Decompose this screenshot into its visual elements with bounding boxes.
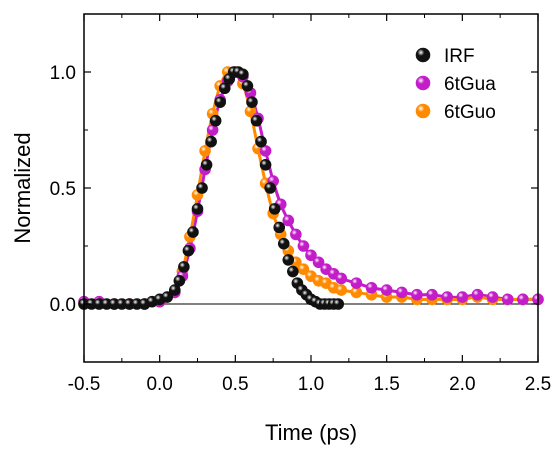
legend-label-irf: IRF	[444, 46, 475, 67]
data-point-irf	[200, 159, 213, 171]
data-point-irf	[255, 135, 267, 148]
legend-marker-irf	[415, 47, 431, 63]
data-point-6tgua	[305, 249, 317, 262]
data-point-6tgua	[365, 281, 378, 294]
data-point-irf	[250, 114, 263, 127]
data-point-irf	[205, 135, 217, 148]
data-point-irf	[273, 221, 286, 234]
data-point-6tgua	[411, 288, 423, 301]
markers-group	[78, 66, 544, 310]
y-tick-label: 0.0	[50, 295, 76, 316]
data-point-irf	[332, 298, 345, 310]
data-point-irf	[169, 284, 181, 296]
data-point-6tgua	[335, 272, 348, 285]
data-point-6tgua	[426, 288, 438, 301]
x-axis-title: Time (ps)	[265, 420, 357, 445]
legend: IRF 6tGua 6tGuo	[415, 46, 496, 123]
data-point-irf	[173, 274, 186, 287]
data-point-irf	[268, 203, 281, 215]
data-point-6tgua	[486, 291, 499, 303]
x-tick-label: 2.0	[449, 374, 475, 395]
data-point-6tgua	[380, 284, 393, 296]
data-point-irf	[264, 182, 276, 194]
x-tick-label: 0.5	[222, 374, 248, 395]
y-axis: 0.0 0.5 1.0	[50, 13, 538, 363]
data-point-6tgua	[312, 256, 325, 269]
data-point-irf	[178, 261, 190, 273]
data-point-irf	[209, 114, 222, 127]
x-tick-label: 2.5	[525, 374, 551, 395]
x-tick-label: 0.0	[146, 374, 172, 395]
data-point-irf	[218, 82, 231, 95]
y-tick-label: 1.0	[50, 63, 76, 84]
data-point-irf	[182, 244, 195, 257]
data-point-6tgua	[441, 291, 454, 303]
data-point-6tgua	[297, 240, 310, 252]
data-point-6tgua	[282, 214, 295, 227]
data-point-6tguo	[335, 284, 348, 296]
data-point-irf	[161, 291, 174, 303]
x-tick-label: 1.5	[373, 374, 399, 395]
x-tick-label: 1.0	[298, 374, 324, 395]
data-point-6tgua	[395, 286, 408, 299]
data-point-irf	[237, 68, 249, 81]
data-point-irf	[187, 226, 199, 238]
data-point-6tgua	[501, 293, 514, 306]
data-point-6tgua	[259, 145, 272, 157]
x-tick-label: -0.5	[68, 374, 101, 395]
data-point-irf	[282, 254, 295, 266]
data-point-irf	[214, 96, 226, 108]
legend-label-6tguo: 6tGuo	[444, 102, 496, 123]
data-point-irf	[259, 159, 272, 171]
data-point-irf	[277, 237, 290, 250]
y-axis-title: Normalized	[10, 132, 35, 243]
legend-marker-6tguo	[415, 103, 431, 119]
data-point-irf	[191, 203, 204, 215]
data-point-6tgua	[350, 277, 363, 289]
data-point-irf	[246, 96, 258, 108]
legend-label-6tgua: 6tGua	[444, 74, 496, 95]
data-point-6tguo	[199, 145, 211, 157]
data-point-irf	[241, 80, 254, 92]
y-tick-label: 0.5	[50, 179, 76, 200]
data-point-6tgua	[290, 228, 302, 241]
legend-marker-6tgua	[415, 75, 431, 91]
data-point-irf	[196, 182, 208, 194]
data-point-6tgua	[471, 288, 484, 301]
data-point-6tgua	[456, 291, 469, 303]
x-axis: -0.5 0.0 0.5 1.0 1.5 2.0 2.5	[68, 14, 551, 395]
data-point-6tgua	[517, 293, 529, 306]
data-point-irf	[287, 265, 299, 278]
